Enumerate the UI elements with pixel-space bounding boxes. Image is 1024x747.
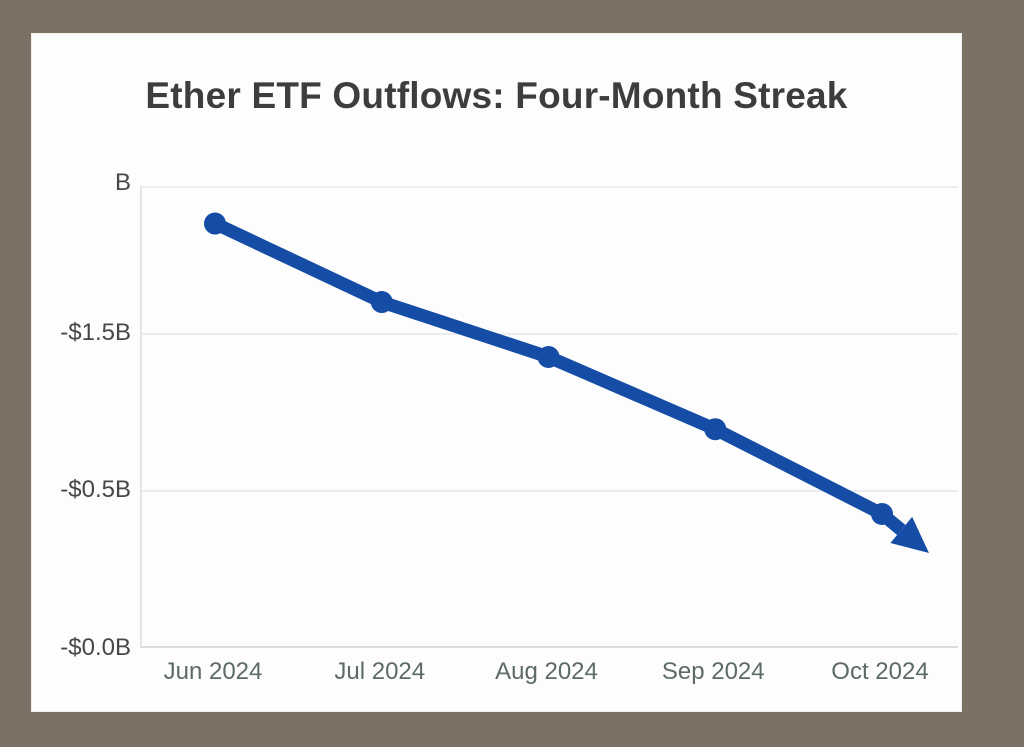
- plot-area: [140, 186, 958, 648]
- data-point-marker: [204, 212, 226, 235]
- gridline: [142, 490, 958, 492]
- data-line: [208, 217, 889, 521]
- chart-title: Ether ETF Outflows: Four-Month Streak: [145, 75, 848, 116]
- x-axis-tick-label: Aug 2024: [495, 658, 598, 685]
- data-point-marker: [370, 291, 393, 314]
- x-axis-tick-label: Sep 2024: [661, 658, 765, 685]
- y-axis-tick-label: -$0.0B: [60, 634, 131, 661]
- data-point-marker: [537, 345, 560, 368]
- gridline: [142, 333, 958, 335]
- x-axis-tick-label: Jul 2024: [334, 658, 426, 685]
- chart-card: Ether ETF Outflows: Four-Month Streak B -…: [31, 33, 962, 712]
- line-chart-canvas: [204, 212, 929, 553]
- arrow-head-icon: [890, 516, 929, 553]
- x-axis-tick-label: Jun 2024: [163, 658, 263, 685]
- y-axis-tick-label: -$0.5B: [60, 476, 131, 503]
- y-axis-tick-label: B: [114, 169, 131, 196]
- data-point-marker: [704, 418, 727, 441]
- data-point-marker: [871, 502, 893, 525]
- y-axis-tick-label: -$1.5B: [60, 319, 131, 346]
- x-axis-tick-label: Oct 2024: [831, 658, 929, 685]
